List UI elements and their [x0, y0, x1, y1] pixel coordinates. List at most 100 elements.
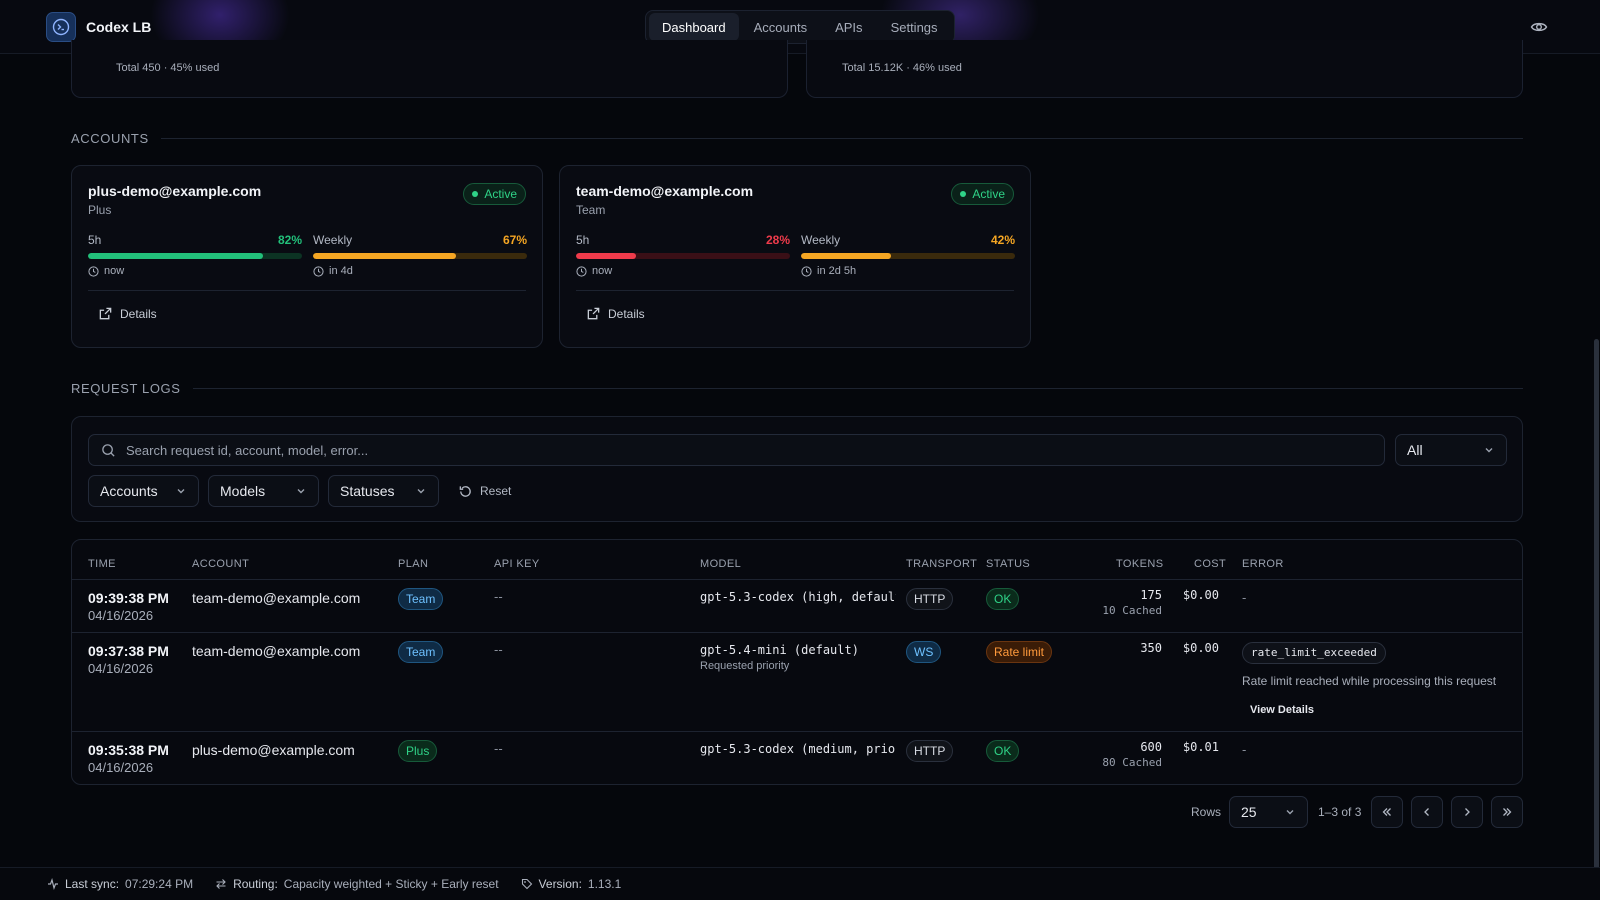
col-header-transport[interactable]: TRANSPORT — [906, 558, 978, 570]
status-badge: Active — [463, 183, 526, 205]
row-cached-tokens: 10 Cached — [1102, 604, 1162, 617]
tab-apis[interactable]: APIs — [835, 19, 863, 35]
search-input[interactable] — [126, 442, 1326, 458]
meter-label: Weekly — [313, 233, 353, 247]
row-cost: $0.00 — [1182, 588, 1219, 602]
row-error: - — [1242, 590, 1247, 605]
transport-badge: HTTP — [906, 588, 954, 610]
clock-icon — [576, 265, 587, 277]
table-row[interactable]: 09:39:38 PM 04/16/2026 team-demo@example.… — [72, 580, 1522, 633]
activity-icon — [48, 878, 58, 890]
account-email: team-demo@example.com — [576, 183, 754, 199]
meter-percent: 28% — [765, 233, 790, 247]
row-tokens: 175 — [1140, 588, 1162, 602]
account-card: plus-demo@example.com Plus Active 5h 82% … — [71, 165, 543, 348]
tab-settings[interactable]: Settings — [890, 19, 938, 35]
filter-label: Models — [220, 483, 266, 499]
divider — [72, 731, 1522, 732]
last-sync-status: Last sync: 07:29:24 PM — [47, 877, 193, 891]
meter-fill — [576, 253, 636, 259]
external-link-icon — [99, 307, 112, 320]
col-header-cost[interactable]: COST — [1194, 558, 1227, 570]
row-time: 09:39:38 PM — [88, 590, 169, 606]
section-title: REQUEST LOGS — [71, 381, 181, 396]
filter-label: Statuses — [340, 483, 395, 499]
meter-track — [801, 253, 1015, 259]
col-header-status[interactable]: STATUS — [986, 558, 1031, 570]
external-link-icon — [587, 307, 600, 320]
meter-track — [576, 253, 790, 259]
summary-card: Total 450 · 45% used — [71, 40, 788, 98]
col-header-plan[interactable]: PLAN — [398, 558, 429, 570]
row-error: - — [1242, 742, 1247, 757]
page-range: 1–3 of 3 — [1318, 805, 1362, 819]
clock-icon — [801, 265, 812, 277]
divider — [192, 388, 1523, 389]
details-button[interactable]: Details — [586, 306, 645, 321]
time-range-select[interactable]: All — [1395, 434, 1507, 466]
meter-percent: 67% — [502, 233, 527, 247]
reset-time: now — [104, 265, 125, 277]
previous-page-button[interactable] — [1411, 796, 1443, 828]
first-page-button[interactable] — [1371, 796, 1403, 828]
meter-reset: in 2d 5h — [801, 265, 1015, 277]
col-header-tokens[interactable]: TOKENS — [1116, 558, 1164, 570]
version-value: 1.13.1 — [587, 877, 622, 891]
row-model: gpt-5.4-mini (default) — [700, 643, 859, 657]
eye-icon[interactable] — [1530, 18, 1548, 39]
details-label: Details — [608, 306, 645, 321]
reset-filters-button[interactable]: Reset — [458, 475, 511, 507]
details-button[interactable]: Details — [98, 306, 157, 321]
meter-fill — [88, 253, 264, 259]
error-message: Rate limit reached while processing this… — [1242, 674, 1497, 688]
summary-card: Total 15.12K · 46% used — [806, 40, 1523, 98]
col-header-api-key[interactable]: API KEY — [494, 558, 540, 570]
rows-per-page-select[interactable]: 25 — [1229, 796, 1308, 828]
row-cached-tokens: 80 Cached — [1102, 756, 1162, 769]
accounts-filter[interactable]: Accounts — [88, 475, 199, 507]
chevron-down-icon — [177, 489, 185, 494]
accounts-section-header: ACCOUNTS — [71, 131, 1523, 146]
chevron-down-icon — [297, 489, 305, 494]
terminal-logo-icon — [46, 12, 76, 42]
error-code-badge: rate_limit_exceeded — [1242, 642, 1386, 664]
next-page-button[interactable] — [1451, 796, 1483, 828]
tab-accounts[interactable]: Accounts — [753, 19, 808, 35]
table-row[interactable]: 09:35:38 PM 04/16/2026 plus-demo@example.… — [72, 732, 1522, 784]
page-scrollbar[interactable] — [1592, 54, 1600, 899]
meter-fill — [801, 253, 891, 259]
tab-dashboard[interactable]: Dashboard — [649, 13, 739, 41]
row-model: gpt-5.3-codex (high, default) — [700, 590, 896, 604]
account-card: team-demo@example.com Team Active 5h 28% … — [559, 165, 1031, 348]
table-row[interactable]: 09:37:38 PM 04/16/2026 team-demo@example.… — [72, 633, 1522, 732]
clock-icon — [88, 265, 99, 277]
meter-percent: 82% — [277, 233, 302, 247]
models-filter[interactable]: Models — [208, 475, 319, 507]
brand[interactable]: Codex LB — [46, 12, 151, 42]
status-badge: OK — [986, 588, 1020, 610]
chevrons-right-icon — [1503, 808, 1512, 816]
reset-label: Reset — [480, 484, 512, 498]
row-model-note: Requested priority — [700, 660, 790, 672]
last-page-button[interactable] — [1491, 796, 1523, 828]
divider — [576, 290, 1014, 291]
col-header-model[interactable]: MODEL — [700, 558, 742, 570]
usage-meter-weekly: Weekly 42% in 2d 5h — [801, 233, 1015, 277]
request-logs-table: TIME ACCOUNT PLAN API KEY MODEL TRANSPOR… — [71, 539, 1523, 785]
row-account: team-demo@example.com — [192, 643, 361, 659]
routing-status: Routing: Capacity weighted + Sticky + Ea… — [215, 877, 499, 891]
col-header-account[interactable]: ACCOUNT — [192, 558, 250, 570]
view-details-button[interactable]: View Details — [1250, 704, 1314, 716]
summary-subtitle: Total 15.12K · 46% used — [842, 62, 962, 74]
statuses-filter[interactable]: Statuses — [328, 475, 439, 507]
last-sync-value: 07:29:24 PM — [125, 877, 194, 891]
scrollbar-thumb[interactable] — [1594, 339, 1599, 899]
rows-per-page-label: Rows — [1191, 805, 1222, 819]
usage-meter-5h: 5h 28% now — [576, 233, 790, 277]
row-cost: $0.00 — [1182, 641, 1219, 655]
row-tokens: 350 — [1140, 641, 1162, 655]
chevron-down-icon — [1485, 448, 1493, 453]
col-header-time[interactable]: TIME — [88, 558, 116, 570]
col-header-error[interactable]: ERROR — [1242, 558, 1284, 570]
chevrons-left-icon — [1382, 808, 1391, 816]
